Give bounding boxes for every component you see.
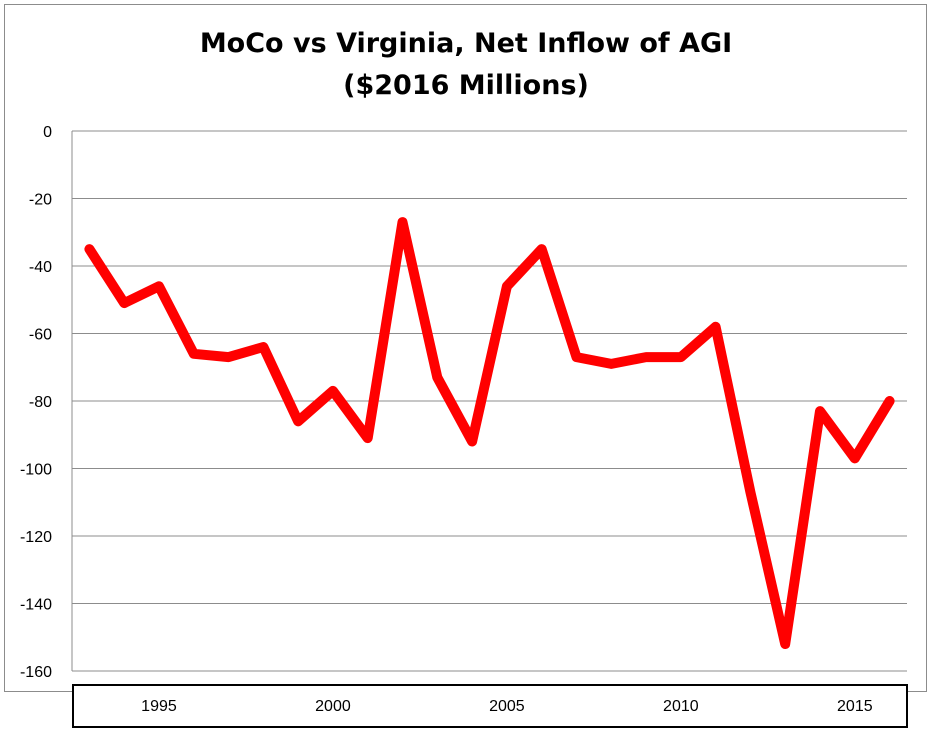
y-tick-label: -120	[20, 529, 52, 546]
y-tick-label: -140	[20, 597, 52, 614]
series-line	[84, 217, 895, 649]
chart-title-line-1: MoCo vs Virginia, Net Inflow of AGI	[200, 28, 732, 59]
x-tick-label: 2010	[663, 698, 699, 715]
y-tick-label: -100	[20, 462, 52, 479]
y-tick-label: -80	[29, 394, 52, 411]
x-tick-label: 2015	[837, 698, 873, 715]
chart-title-line-2: ($2016 Millions)	[343, 70, 589, 101]
y-tick-label: 0	[43, 124, 52, 141]
y-tick-label: -60	[29, 327, 52, 344]
y-tick-label: -160	[20, 664, 52, 681]
x-tick-label: 2000	[315, 698, 351, 715]
x-tick-label: 2005	[489, 698, 525, 715]
x-axis-box	[72, 684, 908, 728]
y-tick-label: -20	[29, 192, 52, 209]
x-tick-label: 1995	[141, 698, 177, 715]
y-tick-label: -40	[29, 259, 52, 276]
